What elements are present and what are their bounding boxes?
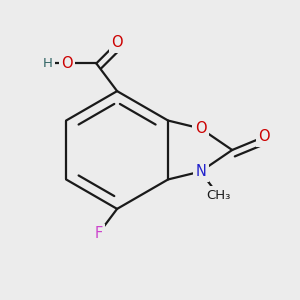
Text: CH₃: CH₃: [206, 189, 230, 202]
Text: O: O: [195, 121, 206, 136]
Text: N: N: [195, 164, 206, 179]
Text: O: O: [111, 35, 123, 50]
Text: O: O: [258, 129, 270, 144]
Text: H: H: [43, 57, 53, 70]
Text: F: F: [94, 226, 103, 241]
Text: O: O: [61, 56, 73, 71]
